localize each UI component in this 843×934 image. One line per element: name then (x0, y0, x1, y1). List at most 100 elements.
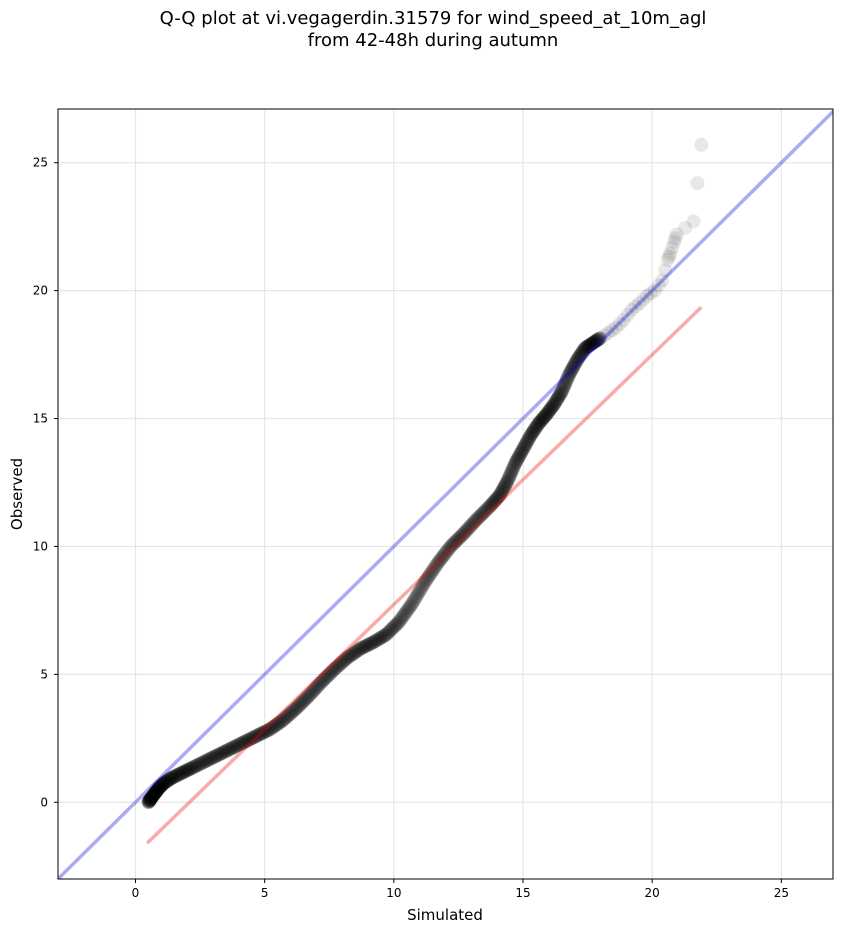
quantile-point (296, 694, 311, 709)
quantile-point (491, 489, 506, 504)
quantile-point (234, 736, 249, 751)
quantile-point (329, 660, 344, 675)
quantile-point (166, 770, 181, 785)
quantile-point (314, 675, 329, 690)
quantile-point (427, 560, 442, 575)
quantile-point (287, 702, 302, 717)
quantile-point (180, 763, 195, 778)
quantile-point (402, 599, 417, 614)
quantile-point (563, 364, 578, 379)
quantile-point (472, 509, 487, 524)
quantile-point (323, 666, 338, 681)
quantile-point (554, 385, 569, 400)
quantile-point (555, 383, 570, 398)
quantile-point (216, 745, 231, 760)
quantile-point (313, 676, 328, 691)
quantile-point (161, 773, 176, 788)
quantile-point (399, 604, 414, 619)
quantile-point (465, 517, 480, 532)
quantile-point (536, 410, 551, 425)
quantile-point (274, 714, 289, 729)
quantile-point (588, 333, 603, 348)
quantile-point (303, 686, 318, 701)
quantile-point (142, 793, 157, 808)
quantile-point (372, 631, 387, 646)
quantile-point (148, 785, 163, 800)
quantile-point (451, 531, 466, 546)
quantile-point (643, 286, 658, 301)
quantile-point (464, 518, 479, 533)
y-tick-label: 20 (33, 284, 48, 298)
quantile-point (238, 734, 253, 749)
quantile-point (155, 777, 170, 792)
quantile-point (424, 565, 439, 580)
quantile-point (258, 724, 273, 739)
y-tick-label: 0 (40, 795, 48, 809)
quantile-point (189, 758, 204, 773)
quantile-point (241, 733, 256, 748)
quantile-point (394, 611, 409, 626)
quantile-point (590, 333, 605, 348)
quantile-point (510, 451, 525, 466)
quantile-point (327, 662, 342, 677)
quantile-point (352, 642, 367, 657)
quantile-point (198, 754, 213, 769)
quantile-point (205, 750, 220, 765)
quantile-point (229, 738, 244, 753)
quantile-point (539, 406, 554, 421)
quantile-point (396, 608, 411, 623)
quantile-point (195, 755, 210, 770)
quantile-point (145, 789, 160, 804)
quantile-point (326, 663, 341, 678)
quantile-point (299, 691, 314, 706)
quantile-point (317, 671, 332, 686)
quantile-point (292, 697, 307, 712)
quantile-point (523, 429, 538, 444)
quantile-point (506, 460, 521, 475)
quantile-point (537, 409, 552, 424)
quantile-point (586, 335, 601, 350)
quantile-point (558, 375, 573, 390)
quantile-point (507, 457, 522, 472)
quantile-point (506, 459, 521, 474)
quantile-point (436, 549, 451, 564)
quantile-point (497, 480, 512, 495)
quantile-point (419, 572, 434, 587)
quantile-point (541, 404, 556, 419)
quantile-point (494, 484, 509, 499)
quantile-point (488, 493, 503, 508)
quantile-point (530, 418, 545, 433)
quantile-point (224, 741, 239, 756)
quantile-point (474, 507, 489, 522)
quantile-point (430, 556, 445, 571)
quantile-point (605, 323, 620, 338)
quantile-point (347, 645, 362, 660)
quantile-point (569, 353, 584, 368)
quantile-point (663, 246, 678, 261)
quantile-point (524, 427, 539, 442)
quantile-point (547, 397, 561, 412)
quantile-point (228, 739, 243, 754)
quantile-point (505, 463, 520, 478)
quantile-point (147, 786, 162, 801)
quantile-point (525, 425, 540, 440)
quantile-point (182, 762, 197, 776)
quantile-point (341, 649, 356, 664)
quantile-point (290, 699, 305, 714)
quantile-point (348, 644, 363, 659)
quantile-point (170, 767, 185, 782)
y-tick-label: 15 (33, 412, 48, 426)
quantile-point (380, 626, 395, 641)
quantile-point (283, 706, 298, 721)
quantile-point (601, 325, 616, 340)
quantile-point (253, 727, 268, 742)
quantile-point (176, 764, 191, 779)
quantile-point (481, 500, 496, 515)
quantile-point (354, 641, 369, 656)
quantile-point (151, 781, 166, 796)
quantile-point (254, 726, 269, 741)
quantile-point (473, 508, 488, 523)
quantile-point (450, 533, 465, 548)
quantile-point (553, 386, 568, 401)
quantile-point (277, 711, 292, 726)
